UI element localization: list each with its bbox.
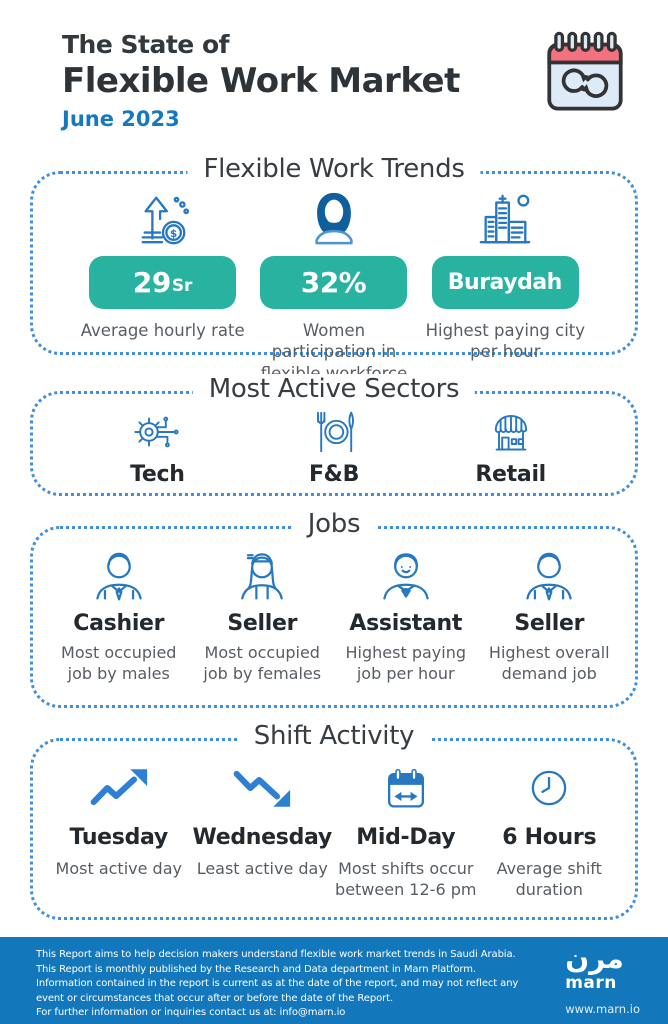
money-growth-icon: $ bbox=[141, 196, 189, 245]
sector-retail: Retail bbox=[422, 408, 599, 487]
stat-value-suffix: Sr bbox=[171, 276, 193, 296]
clock-icon bbox=[532, 770, 567, 806]
calendar-midday-icon bbox=[387, 768, 424, 808]
marn-brand: مرن marn www.marn.io bbox=[565, 942, 640, 1016]
trend-up-icon bbox=[90, 769, 147, 806]
footer-disclaimer: This Report aims to help decision makers… bbox=[36, 948, 544, 1021]
job-assistant: Assistant Highest paying job per hour bbox=[334, 545, 478, 685]
shift-midday: Mid-Day Most shifts occur between 12-6 p… bbox=[334, 761, 478, 901]
shift-caption: Most shifts occur between 12-6 pm bbox=[335, 859, 477, 899]
job-caption: Highest overall demand job bbox=[488, 643, 610, 683]
trend-down-icon bbox=[233, 770, 291, 807]
job-name: Seller bbox=[514, 611, 585, 636]
stat-caption: Average hourly rate bbox=[80, 321, 245, 340]
header: The State of Flexible Work Market June 2… bbox=[0, 0, 668, 131]
sector-label: Tech bbox=[130, 462, 185, 487]
stat-value-pill: 29 Sr bbox=[89, 256, 237, 309]
section-title: Jobs bbox=[291, 509, 377, 539]
section-title: Most Active Sectors bbox=[192, 374, 476, 404]
shift-name: Tuesday bbox=[69, 825, 169, 850]
shift-caption: Least active day bbox=[196, 859, 328, 878]
section-title: Shift Activity bbox=[237, 721, 431, 751]
job-caption: Most occupied job by males bbox=[61, 643, 177, 683]
footer-line: This Report is monthly published by the … bbox=[36, 963, 476, 975]
sector-label: Retail bbox=[475, 462, 546, 487]
section-shift-activity: Shift Activity Tuesday Most active day W… bbox=[30, 721, 638, 920]
tech-gear-circuit-icon bbox=[134, 416, 179, 448]
job-name: Cashier bbox=[73, 611, 165, 636]
stat-value-pill: Buraydah bbox=[431, 256, 579, 309]
footer: This Report aims to help decision makers… bbox=[0, 937, 668, 1024]
job-seller-male: Seller Highest overall demand job bbox=[478, 545, 622, 685]
stat-women-participation: 32% Women participation in flexible work… bbox=[248, 190, 419, 384]
calendar-cycle-icon bbox=[547, 31, 623, 111]
sector-label: F&B bbox=[308, 462, 360, 487]
stat-value: 32% bbox=[300, 266, 367, 299]
report-date: June 2023 bbox=[62, 107, 180, 131]
stat-value: 29 bbox=[132, 266, 171, 299]
footer-line: This Report aims to help decision makers… bbox=[36, 949, 516, 960]
footer-line: For further information or inquiries con… bbox=[36, 1007, 346, 1019]
footer-line: event or circumstances that occur after … bbox=[36, 992, 394, 1004]
retail-store-icon bbox=[494, 415, 527, 451]
job-cashier: Cashier Most occupied job by males bbox=[47, 545, 191, 685]
job-caption: Highest paying job per hour bbox=[345, 643, 466, 683]
city-buildings-icon bbox=[479, 194, 531, 244]
marn-logo-latin: marn bbox=[565, 972, 617, 993]
stat-highest-paying-city: Buraydah Highest paying city per hour bbox=[420, 190, 591, 384]
shift-most-active-day: Tuesday Most active day bbox=[47, 761, 191, 901]
title-line1: The State of bbox=[62, 30, 230, 59]
marn-website: www.marn.io bbox=[565, 1001, 640, 1016]
job-caption: Most occupied job by females bbox=[203, 643, 322, 683]
male-seller-icon bbox=[526, 552, 572, 601]
section-jobs: Jobs Cashier Most occupied job by males bbox=[30, 509, 638, 708]
hijab-woman-icon bbox=[315, 192, 353, 245]
stat-average-hourly-rate: $ 29 Sr Average hourly rate bbox=[77, 190, 248, 384]
page-title: Flexible Work Market bbox=[62, 61, 460, 101]
shift-duration: 6 Hours Average shift duration bbox=[478, 761, 622, 901]
food-and-beverage-icon bbox=[317, 411, 354, 453]
assistant-person-icon bbox=[383, 553, 429, 600]
section-title: Flexible Work Trends bbox=[187, 154, 481, 184]
female-seller-icon bbox=[241, 553, 284, 600]
section-most-active-sectors: Most Active Sectors Tech bbox=[30, 374, 638, 496]
stat-caption: Highest paying city per hour bbox=[425, 321, 586, 362]
marn-logo-arabic: مرن bbox=[565, 942, 624, 975]
shift-least-active-day: Wednesday Least active day bbox=[191, 761, 335, 901]
shift-name: 6 Hours bbox=[502, 825, 597, 850]
stat-value-pill: 32% bbox=[260, 256, 408, 309]
sector-fnb: F&B bbox=[246, 408, 423, 487]
footer-line: Information contained in the report is c… bbox=[36, 978, 519, 990]
section-flexible-work-trends: Flexible Work Trends $ 29 Sr Average hour… bbox=[30, 154, 638, 383]
job-seller-female: Seller Most occupied job by females bbox=[191, 545, 335, 685]
stat-value: Buraydah bbox=[447, 270, 563, 295]
shift-caption: Average shift duration bbox=[496, 859, 602, 899]
shift-name: Wednesday bbox=[192, 825, 333, 850]
svg-text:$: $ bbox=[170, 227, 177, 240]
job-name: Assistant bbox=[349, 611, 463, 636]
male-cashier-icon bbox=[96, 552, 142, 601]
shift-caption: Most active day bbox=[55, 859, 182, 878]
sector-tech: Tech bbox=[69, 408, 246, 487]
job-name: Seller bbox=[227, 611, 298, 636]
shift-name: Mid-Day bbox=[356, 825, 456, 850]
